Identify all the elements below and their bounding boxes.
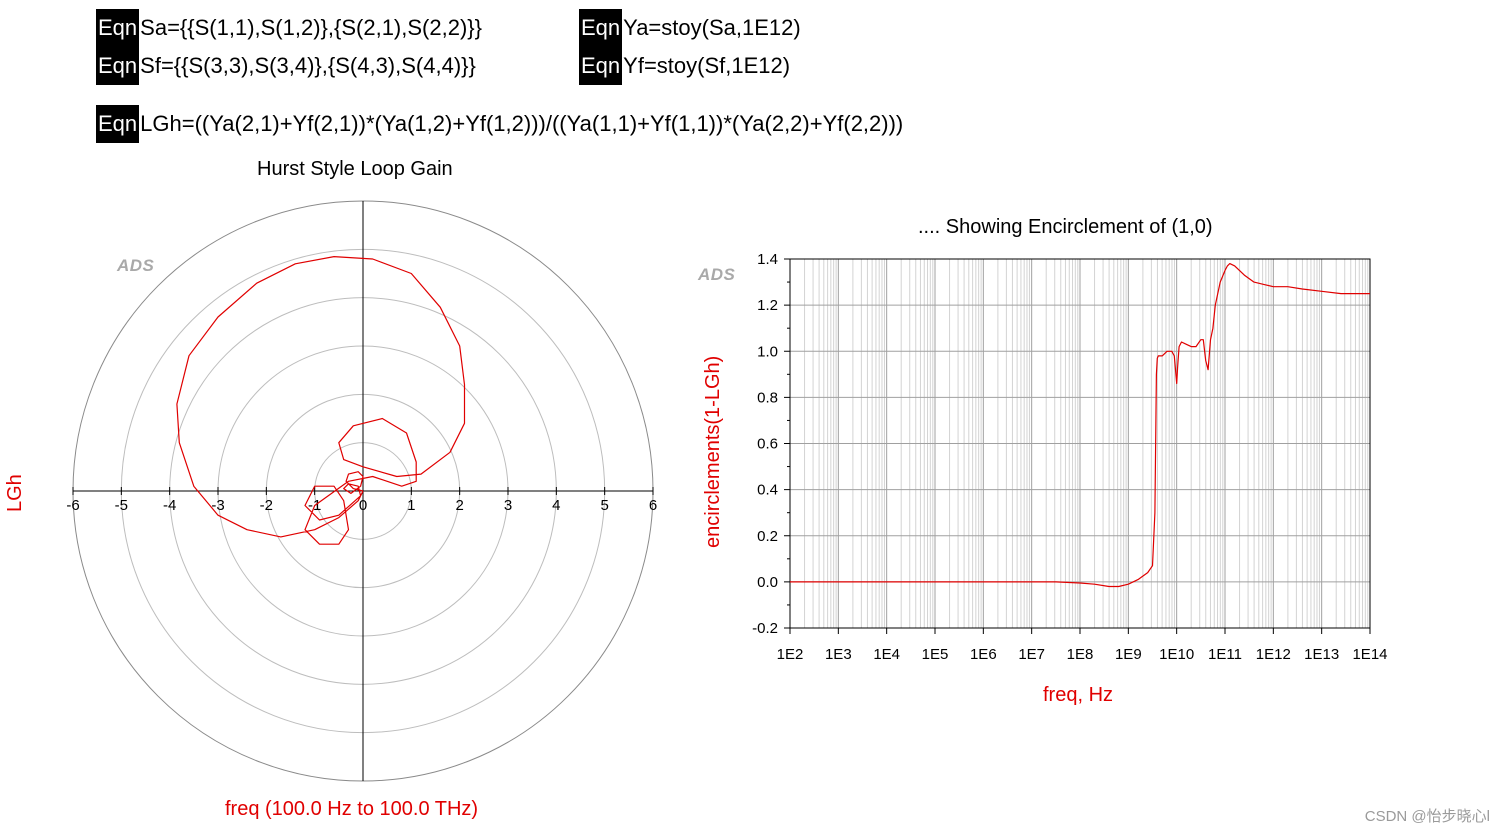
- equation-lgh[interactable]: Eqn LGh=((Ya(2,1)+Yf(2,1))*(Ya(1,2)+Yf(1…: [96, 105, 903, 143]
- equation-sa[interactable]: Eqn Sa={{S(1,1),S(1,2)},{S(2,1),S(2,2)}}: [96, 9, 482, 47]
- polar-tick-label: -5: [115, 497, 128, 514]
- equation-text: Sa={{S(1,1),S(1,2)},{S(2,1),S(2,2)}}: [140, 15, 482, 40]
- polar-tick-label: 1: [407, 497, 415, 514]
- polar-ring: [120, 248, 606, 734]
- polar-ring: [169, 297, 557, 685]
- polar-tick-label: -3: [211, 497, 224, 514]
- polar-tick-label: -4: [163, 497, 176, 514]
- polar-tick-label: -2: [260, 497, 273, 514]
- eqn-tag: Eqn: [96, 47, 140, 85]
- x-tick-label: 1E7: [1018, 646, 1045, 663]
- x-tick-label: 1E4: [873, 646, 900, 663]
- x-tick-label: 1E10: [1159, 646, 1194, 663]
- x-tick-label: 1E9: [1115, 646, 1142, 663]
- x-tick-label: 1E14: [1352, 646, 1387, 663]
- line-xlabel: freq, Hz: [1043, 684, 1114, 706]
- x-tick-label: 1E6: [970, 646, 997, 663]
- encirclement-trace: [790, 263, 1370, 588]
- x-tick-label: 1E5: [922, 646, 949, 663]
- polar-chart-title: Hurst Style Loop Gain: [257, 158, 453, 180]
- polar-trace: [176, 256, 466, 545]
- equation-yf[interactable]: Eqn Yf=stoy(Sf,1E12): [579, 47, 790, 85]
- equation-sf[interactable]: Eqn Sf={{S(3,3),S(3,4)},{S(4,3),S(4,4)}}: [96, 47, 476, 85]
- y-tick-label: 0.0: [757, 574, 778, 591]
- x-tick-label: 1E3: [825, 646, 852, 663]
- eqn-tag: Eqn: [96, 9, 140, 47]
- polar-ylabel: LGh: [4, 474, 26, 512]
- y-tick-label: 1.4: [757, 251, 778, 268]
- equation-text: Ya=stoy(Sa,1E12): [623, 15, 801, 40]
- x-tick-label: 1E8: [1067, 646, 1094, 663]
- eqn-tag: Eqn: [579, 47, 623, 85]
- polar-tick-label: 3: [504, 497, 512, 514]
- plot-frame: [789, 258, 1371, 629]
- polar-tick-label: 5: [600, 497, 608, 514]
- y-tick-label: 1.0: [757, 343, 778, 360]
- watermark: CSDN @怡步晓心l: [1364, 808, 1490, 825]
- polar-tick-label: 2: [455, 497, 463, 514]
- y-tick-label: 0.8: [757, 389, 778, 406]
- equation-text: Yf=stoy(Sf,1E12): [623, 53, 791, 78]
- polar-ads-logo: ADS: [117, 256, 155, 275]
- x-tick-label: 1E13: [1304, 646, 1339, 663]
- polar-ring: [265, 393, 461, 589]
- y-tick-label: 0.2: [757, 528, 778, 545]
- polar-ring: [314, 442, 412, 540]
- line-ylabel: encirclements(1-LGh): [702, 355, 724, 548]
- polar-tick-label: 4: [552, 497, 560, 514]
- line-ads-logo: ADS: [698, 265, 736, 284]
- polar-sweep-label: freq (100.0 Hz to 100.0 THz): [225, 798, 479, 820]
- equation-ya[interactable]: Eqn Ya=stoy(Sa,1E12): [579, 9, 801, 47]
- line-chart-title: .... Showing Encirclement of (1,0): [918, 216, 1213, 238]
- polar-tick-label: -1: [308, 497, 321, 514]
- x-tick-label: 1E12: [1256, 646, 1291, 663]
- y-tick-label: 1.2: [757, 297, 778, 314]
- x-tick-label: 1E11: [1208, 646, 1242, 663]
- polar-tick-label: 0: [359, 497, 367, 514]
- equation-text: Sf={{S(3,3),S(3,4)},{S(4,3),S(4,4)}}: [140, 53, 476, 78]
- y-tick-label: -0.2: [752, 620, 778, 637]
- equation-text: LGh=((Ya(2,1)+Yf(2,1))*(Ya(1,2)+Yf(1,2))…: [140, 111, 904, 136]
- x-tick-label: 1E2: [777, 646, 804, 663]
- polar-tick-label: -6: [66, 497, 79, 514]
- polar-ring: [72, 200, 654, 782]
- y-tick-label: 0.4: [757, 482, 778, 499]
- y-tick-label: 0.6: [757, 436, 778, 453]
- eqn-tag: Eqn: [96, 105, 140, 143]
- polar-ring: [217, 345, 509, 637]
- eqn-tag: Eqn: [579, 9, 623, 47]
- polar-tick-label: 6: [649, 497, 657, 514]
